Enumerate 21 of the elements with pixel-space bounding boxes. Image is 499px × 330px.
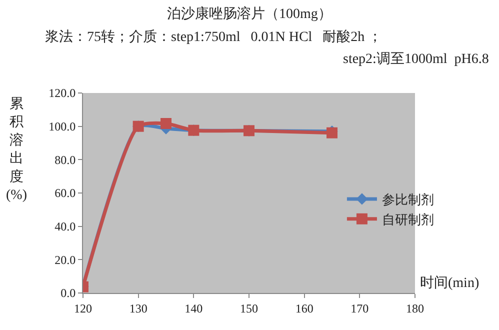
legend-label: 参比制剂: [382, 192, 434, 208]
y-tick-label: 80.0: [54, 152, 76, 167]
point: [160, 118, 172, 129]
x-tick-label: 130: [129, 301, 148, 316]
y-tick-label: 120.0: [48, 86, 76, 100]
x-tick-label: 170: [350, 301, 369, 316]
chart-title: 泊沙康唑肠溶片（100mg）: [167, 6, 332, 22]
legend-label: 自研制剂: [382, 212, 434, 227]
y-tick-label: 0.0: [60, 286, 76, 300]
x-axis-title: 时间(min): [420, 275, 480, 291]
x-tick-label: 180: [406, 301, 424, 316]
y-axis-title: 累积溶出度(%): [6, 97, 28, 203]
x-tick-label: 150: [240, 301, 258, 316]
y-tick-label: 100.0: [48, 120, 76, 134]
x-tick-label: 120: [74, 301, 92, 316]
y-tick-label: 20.0: [54, 252, 76, 267]
x-tick-label: 160: [295, 301, 314, 316]
y-tick-label: 40.0: [54, 220, 76, 234]
x-tick-label: 140: [184, 301, 203, 316]
y-tick-label: 60.0: [54, 186, 76, 200]
chart-subtitle: 浆法：75转；介质：step1:750ml 0.01N HCl 耐酸2h ； step2:调至1000ml pH6.8: [45, 29, 489, 67]
